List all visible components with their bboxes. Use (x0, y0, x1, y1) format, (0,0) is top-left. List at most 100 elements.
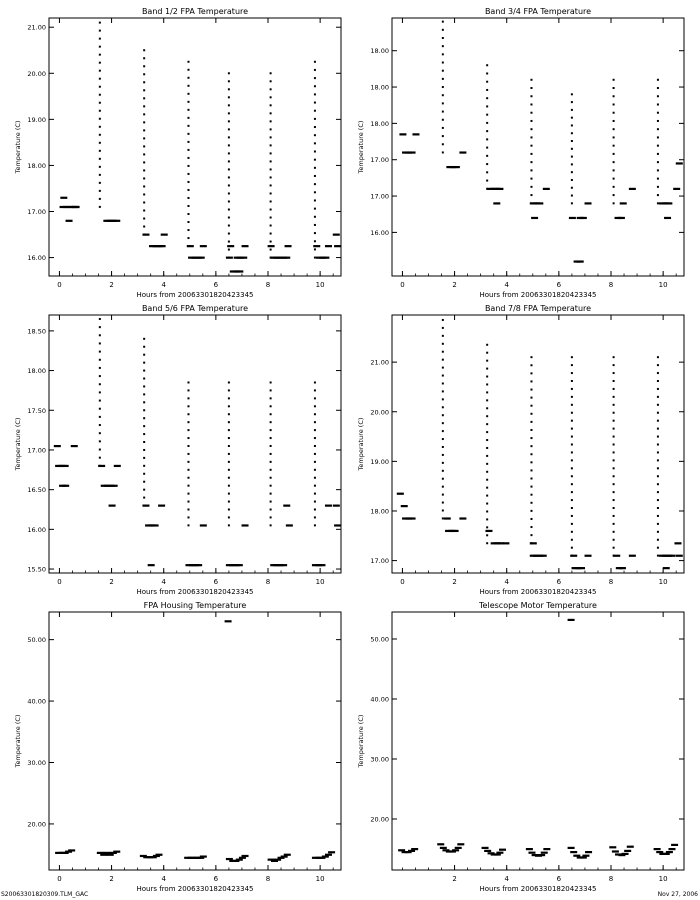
data-point (486, 446, 489, 449)
data-point (454, 846, 462, 849)
data-point (98, 117, 101, 120)
data-point (227, 476, 230, 479)
data-point (573, 854, 581, 857)
data-point (584, 554, 592, 557)
data-point (486, 375, 489, 378)
data-point (612, 111, 615, 114)
data-point (530, 372, 533, 375)
data-point (98, 342, 101, 345)
data-point (529, 542, 537, 545)
data-point (227, 136, 230, 139)
data-point (570, 171, 573, 174)
data-point (269, 524, 272, 527)
data-point (324, 853, 332, 856)
data-point (441, 485, 444, 488)
data-point (143, 217, 146, 220)
data-point (399, 133, 407, 136)
data-point (227, 128, 230, 131)
data-point (570, 202, 573, 205)
data-point (187, 524, 190, 527)
x-tick-label: 2 (109, 578, 113, 586)
data-point (187, 421, 190, 424)
data-point (530, 103, 533, 106)
footer-date: Nov 27, 2006 (657, 891, 698, 898)
data-point (612, 144, 615, 147)
data-point (241, 524, 249, 527)
data-point (187, 484, 190, 487)
data-point (486, 64, 489, 67)
data-point (570, 186, 573, 189)
data-point (269, 144, 272, 147)
data-point (530, 152, 533, 155)
x-tick-label: 6 (557, 875, 562, 883)
data-point (486, 80, 489, 83)
y-tick-label: 40.00 (370, 696, 389, 704)
chart-panel-4: Band 7/8 FPA Temperature 0 2 4 6 8 10 17.00 18.0… (357, 304, 685, 596)
data-point (98, 464, 106, 468)
data-point (227, 96, 230, 99)
data-point (269, 389, 272, 392)
data-point (143, 129, 146, 132)
data-point (656, 546, 659, 549)
data-point (656, 128, 659, 131)
data-point (269, 176, 272, 179)
x-tick-label: 10 (316, 281, 325, 289)
data-point (269, 200, 272, 203)
data-point (441, 414, 444, 417)
data-point (530, 493, 533, 496)
data-point (103, 851, 111, 854)
x-tick-label: 0 (57, 578, 61, 586)
data-point (570, 451, 573, 454)
data-point (199, 855, 207, 858)
x-tick-label: 0 (400, 578, 404, 586)
x-tick-label: 8 (609, 875, 613, 883)
data-point (441, 342, 444, 345)
y-tick-label: 40.00 (27, 698, 46, 706)
data-point (486, 72, 489, 75)
data-point (441, 110, 444, 113)
data-point (441, 406, 444, 409)
data-point (187, 132, 190, 135)
data-point (609, 846, 617, 849)
data-point (539, 554, 547, 557)
data-point (328, 851, 336, 854)
data-point (313, 516, 316, 519)
data-point (227, 208, 230, 211)
data-point (570, 851, 578, 854)
data-point (486, 470, 489, 473)
data-point (143, 441, 146, 444)
x-tick-label: 10 (659, 281, 668, 289)
data-point (567, 618, 575, 621)
data-point (579, 856, 587, 859)
x-tick-label: 4 (504, 875, 509, 883)
data-point (530, 396, 533, 399)
data-point (269, 444, 272, 447)
y-tick-label: 17.50 (27, 407, 46, 415)
data-point (324, 504, 332, 507)
data-point (227, 192, 230, 195)
x-tick-label: 4 (161, 578, 166, 586)
data-point (570, 395, 573, 398)
data-point (322, 256, 330, 259)
data-point (98, 125, 101, 128)
x-axis-label: Hours from 20063301820423345 (137, 885, 254, 893)
data-point (98, 317, 101, 320)
data-point (530, 144, 533, 147)
data-point (570, 530, 573, 533)
y-tick-label: 20.00 (370, 408, 389, 416)
data-point (143, 209, 146, 212)
data-point (143, 369, 146, 372)
data-point (313, 126, 316, 129)
data-point (612, 443, 615, 446)
y-tick-label: 18.00 (370, 120, 389, 128)
y-tick-label: 30.00 (27, 759, 46, 767)
data-point (486, 105, 489, 108)
data-point (486, 431, 489, 434)
data-point (656, 194, 659, 197)
data-point (612, 95, 615, 98)
data-point (143, 185, 146, 188)
data-point (269, 72, 272, 75)
data-point (656, 443, 659, 446)
data-point (570, 435, 573, 438)
data-point (143, 496, 146, 499)
